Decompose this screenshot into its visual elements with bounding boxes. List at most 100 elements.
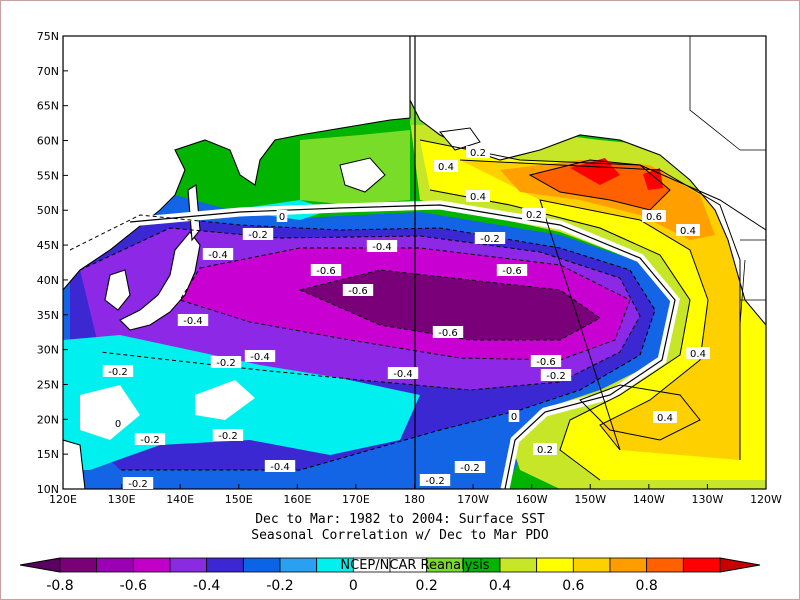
contour-label: 0.4 (676, 224, 700, 237)
credit-label: NCEP/NCAR Reanalysis (340, 558, 489, 573)
contour-label: -0.2 (454, 461, 486, 474)
caption-line-2: Seasonal Correlation w/ Dec to Mar PDO (251, 528, 549, 543)
lat-tick-label: 55N (37, 169, 59, 182)
contour-label: 0 (112, 417, 124, 430)
lon-tick-label: 160W (516, 493, 548, 506)
svg-text:0.4: 0.4 (680, 226, 696, 237)
colorbar-tick-label: -0.2 (266, 578, 293, 594)
contour-label: -0.2 (474, 232, 506, 245)
land-korea (104, 269, 131, 311)
svg-text:-0.6: -0.6 (438, 328, 458, 339)
lat-tick-label: 70N (37, 65, 59, 78)
svg-text:0: 0 (279, 212, 285, 223)
lat-tick-label: 30N (37, 344, 59, 357)
svg-text:0.2: 0.2 (470, 148, 486, 159)
field-fill-pos04 (460, 160, 740, 460)
colorbar-cell (242, 557, 281, 573)
land-japan (119, 231, 201, 331)
contour-neg04 (79, 227, 641, 391)
colorbar-left-arrow (19, 557, 61, 573)
svg-text:0.4: 0.4 (438, 162, 454, 173)
svg-text:-0.6: -0.6 (316, 266, 336, 277)
svg-text:0.6: 0.6 (646, 212, 662, 223)
lon-tick-label: 170E (342, 493, 370, 506)
lat-tick-label: 10N (37, 483, 59, 496)
field-fill-pos07b (643, 168, 663, 190)
svg-text:-0.2: -0.2 (218, 431, 238, 442)
svg-text:-0.2: -0.2 (128, 479, 148, 490)
svg-text:-0.6: -0.6 (502, 266, 522, 277)
lat-tick-label: 15N (37, 448, 59, 461)
lon-tick-label: 150E (225, 493, 253, 506)
svg-text:-0.4: -0.4 (372, 242, 392, 253)
svg-text:0: 0 (115, 419, 121, 430)
contour-label: -0.4 (202, 248, 234, 261)
lon-tick-label: 140W (633, 493, 665, 506)
land-asia (63, 36, 411, 291)
contour-label: -0.6 (310, 264, 342, 277)
contour-label: -0.2 (102, 365, 134, 378)
lat-tick-label: 25N (37, 378, 59, 391)
contour-label: -0.4 (387, 367, 419, 380)
lat-tick-label: 50N (37, 204, 59, 217)
colorbar-cell (572, 557, 611, 573)
colorbar-cell (132, 557, 171, 573)
lon-tick-label: 170W (457, 493, 489, 506)
contour-label: 0.2 (522, 208, 546, 221)
lat-tick-label: 35N (37, 309, 59, 322)
svg-text:0.4: 0.4 (657, 413, 673, 424)
field-fill-neg08 (300, 270, 600, 340)
colorbar-tick-label: 0 (349, 578, 358, 594)
contour-label: 0 (508, 410, 520, 423)
colorbar-cell (499, 557, 538, 573)
contour-label: 0.2 (533, 443, 557, 456)
field-fill-pos07 (570, 158, 620, 185)
svg-text:0: 0 (511, 412, 517, 423)
contour-label: 0.6 (642, 210, 666, 223)
colorbar-labels: -0.8 -0.6 -0.4 -0.2 0 0.2 0.4 0.6 0.8 (46, 578, 657, 594)
colorbar-tick-label: 0.8 (636, 578, 658, 594)
contour-label: -0.6 (530, 355, 562, 368)
colorbar-cell (536, 557, 574, 573)
contour-label: 0 (276, 210, 288, 223)
lon-tick-label: 180 (404, 493, 425, 506)
contour-label: 0.2 (466, 146, 490, 159)
contour-label: -0.6 (342, 284, 374, 297)
contour-label: 0.4 (653, 411, 677, 424)
sst-correlation-map: -0.2 -0.4 -0.6 -0.6 -0.6 -0.6 -0.4 -0.2 -0.4 -0.2… (37, 30, 782, 506)
contour-label: 0.4 (466, 190, 490, 203)
svg-text:0.4: 0.4 (470, 192, 486, 203)
svg-text:-0.2: -0.2 (460, 463, 480, 474)
contour-label: -0.4 (177, 314, 209, 327)
lon-tick-label: 140E (166, 493, 194, 506)
colorbar: -0.8 -0.6 -0.4 -0.2 0 0.2 0.4 0.6 0.8 NCEP/NCAR … (19, 557, 761, 594)
contour-label: -0.2 (242, 228, 274, 241)
contour-label: -0.6 (432, 326, 464, 339)
field-fill-white-alaska-pocket (439, 127, 481, 151)
svg-text:-0.6: -0.6 (348, 286, 368, 297)
colorbar-cell (646, 557, 684, 573)
colorbar-cell (59, 557, 98, 573)
colorbar-tick-label: -0.4 (193, 578, 220, 594)
contour-neg08 (298, 269, 601, 341)
lon-tick-label: 120E (49, 493, 77, 506)
caption-line-1: Dec to Mar: 1982 to 2004: Surface SST (255, 512, 545, 527)
lon-tick-label: 130W (691, 493, 723, 506)
contour-zero-line (129, 204, 676, 489)
contour-pos04 (459, 159, 741, 460)
colorbar-cell (279, 557, 318, 573)
contour-label: 0.4 (434, 160, 458, 173)
contour-pos-south (579, 384, 701, 441)
contour-label: -0.2 (419, 474, 451, 487)
axis-layer: 75N 70N 65N 60N 55N 50N 45N 40N 35N 30N 25N 20N 15N 1… (37, 30, 782, 506)
contour-label: -0.2 (540, 369, 572, 382)
colorbar-cell (609, 557, 648, 573)
svg-text:-0.2: -0.2 (546, 371, 566, 382)
svg-text:-0.6: -0.6 (536, 357, 556, 368)
field-fill-white-north-pocket (339, 157, 386, 193)
lat-tick-label: 20N (37, 413, 59, 426)
field-fill-white-sw (80, 385, 140, 440)
contour-label: -0.4 (244, 350, 276, 363)
contour-label: -0.2 (212, 429, 244, 442)
colorbar-tick-label: -0.8 (46, 578, 73, 594)
